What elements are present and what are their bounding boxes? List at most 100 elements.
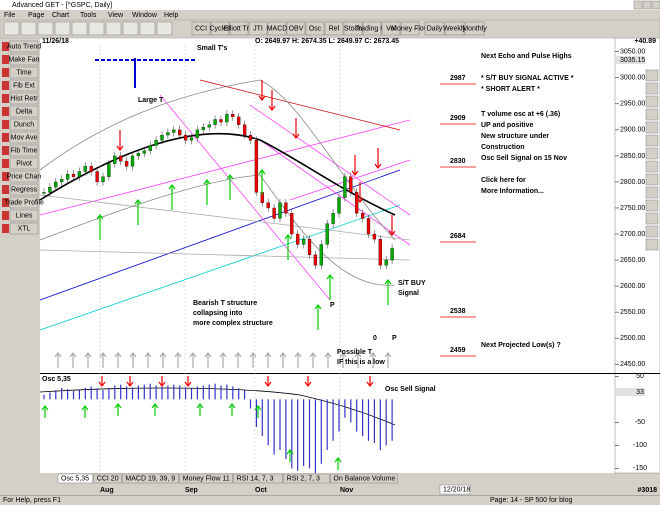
indicator-tab[interactable] bbox=[233, 473, 284, 484]
side-tool-icon[interactable] bbox=[2, 159, 9, 168]
period-button[interactable] bbox=[424, 21, 445, 36]
side-tool-icon[interactable] bbox=[2, 94, 9, 103]
right-tool[interactable] bbox=[645, 225, 659, 238]
study-button-label: OBV bbox=[289, 25, 304, 32]
tool-icon[interactable] bbox=[122, 21, 139, 36]
right-tool[interactable] bbox=[645, 95, 659, 108]
side-tool-icon[interactable] bbox=[2, 146, 9, 155]
indicator-tab[interactable] bbox=[57, 473, 94, 484]
menu-item[interactable]: Help bbox=[164, 12, 179, 19]
indicator-tab[interactable] bbox=[330, 473, 398, 484]
side-tool[interactable] bbox=[9, 209, 39, 222]
study-button[interactable] bbox=[381, 21, 401, 36]
side-tool-icon[interactable] bbox=[2, 198, 9, 207]
study-button[interactable] bbox=[324, 21, 344, 36]
side-tool-icon[interactable] bbox=[2, 185, 9, 194]
candle bbox=[213, 119, 217, 125]
side-tool-icon[interactable] bbox=[2, 55, 9, 64]
side-tool-icon[interactable] bbox=[2, 68, 9, 77]
side-tool[interactable] bbox=[9, 157, 39, 170]
side-note[interactable]: More Information... bbox=[481, 188, 544, 195]
side-tool[interactable] bbox=[9, 66, 39, 79]
menu-item[interactable]: Tools bbox=[80, 12, 97, 19]
indicator-tab-label: RSI 14, 7, 3 bbox=[237, 475, 274, 482]
side-tool-icon[interactable] bbox=[2, 211, 9, 220]
period-button[interactable] bbox=[444, 21, 465, 36]
side-tool-icon[interactable] bbox=[2, 224, 9, 233]
side-tool[interactable] bbox=[9, 144, 39, 157]
side-tool[interactable] bbox=[9, 92, 39, 105]
study-button[interactable] bbox=[362, 21, 382, 36]
right-tool[interactable] bbox=[645, 212, 659, 225]
tool-icon[interactable] bbox=[54, 21, 71, 36]
candle bbox=[83, 166, 87, 172]
minimize-button[interactable] bbox=[633, 0, 643, 10]
period-button[interactable] bbox=[464, 21, 485, 36]
study-button[interactable] bbox=[248, 21, 268, 36]
candle bbox=[48, 187, 52, 193]
tool-icon[interactable] bbox=[156, 21, 173, 36]
month-label: Oct bbox=[255, 487, 267, 494]
side-tool-icon[interactable] bbox=[2, 133, 9, 142]
menu-item[interactable]: Chart bbox=[52, 12, 69, 19]
candle bbox=[178, 129, 182, 136]
side-tool[interactable] bbox=[9, 222, 39, 235]
side-tool-icon[interactable] bbox=[2, 172, 9, 181]
right-tool[interactable] bbox=[645, 160, 659, 173]
tool-icon[interactable] bbox=[37, 21, 54, 36]
study-button[interactable] bbox=[210, 21, 230, 36]
side-note[interactable]: Click here for bbox=[481, 177, 526, 184]
side-tool-icon[interactable] bbox=[2, 107, 9, 116]
tool-icon[interactable] bbox=[139, 21, 156, 36]
close-button[interactable] bbox=[651, 0, 660, 10]
right-tool[interactable] bbox=[645, 173, 659, 186]
tool-icon[interactable] bbox=[71, 21, 88, 36]
menu-item[interactable]: Window bbox=[132, 12, 158, 19]
study-button[interactable] bbox=[229, 21, 249, 36]
candle bbox=[384, 259, 388, 266]
menu-item[interactable]: View bbox=[108, 12, 124, 19]
menu-item[interactable]: File bbox=[4, 12, 15, 19]
side-tool[interactable] bbox=[9, 105, 39, 118]
right-tool[interactable] bbox=[645, 69, 659, 82]
right-tool[interactable] bbox=[645, 199, 659, 212]
tool-icon[interactable] bbox=[105, 21, 122, 36]
right-tool[interactable] bbox=[645, 134, 659, 147]
indicator-tab[interactable] bbox=[93, 473, 122, 484]
study-button[interactable] bbox=[286, 21, 306, 36]
indicator-tab[interactable] bbox=[283, 473, 330, 484]
side-tool[interactable] bbox=[9, 196, 39, 209]
status-page: Page: 14 - SP 500 for blog bbox=[490, 497, 572, 504]
indicator-tab[interactable] bbox=[122, 473, 180, 484]
side-tool[interactable] bbox=[9, 53, 39, 66]
maximize-button[interactable] bbox=[642, 0, 652, 10]
right-tool[interactable] bbox=[645, 82, 659, 95]
study-button[interactable] bbox=[305, 21, 325, 36]
right-tool[interactable] bbox=[645, 108, 659, 121]
right-tool[interactable] bbox=[645, 238, 659, 251]
side-tool[interactable] bbox=[9, 183, 39, 196]
side-tool[interactable] bbox=[9, 131, 39, 144]
candle bbox=[237, 116, 241, 125]
side-tool[interactable] bbox=[9, 40, 39, 53]
study-button[interactable] bbox=[343, 21, 363, 36]
side-tool-icon[interactable] bbox=[2, 42, 9, 51]
side-tool-icon[interactable] bbox=[2, 81, 9, 90]
right-tool[interactable] bbox=[645, 121, 659, 134]
side-tool[interactable] bbox=[9, 118, 39, 131]
chart-annotation: Bearish T structure bbox=[193, 300, 257, 307]
side-tool[interactable] bbox=[9, 170, 39, 183]
study-button[interactable] bbox=[191, 21, 211, 36]
study-button[interactable] bbox=[400, 21, 420, 36]
right-tool[interactable] bbox=[645, 147, 659, 160]
tool-icon[interactable] bbox=[20, 21, 37, 36]
indicator-tab[interactable] bbox=[179, 473, 233, 484]
tool-icon[interactable] bbox=[3, 21, 20, 36]
side-tool[interactable] bbox=[9, 79, 39, 92]
side-tool-icon[interactable] bbox=[2, 120, 9, 129]
signal-arrow-head bbox=[384, 279, 392, 285]
right-tool[interactable] bbox=[645, 186, 659, 199]
study-button[interactable] bbox=[267, 21, 287, 36]
tool-icon[interactable] bbox=[88, 21, 105, 36]
menu-item[interactable]: Page bbox=[28, 12, 44, 19]
